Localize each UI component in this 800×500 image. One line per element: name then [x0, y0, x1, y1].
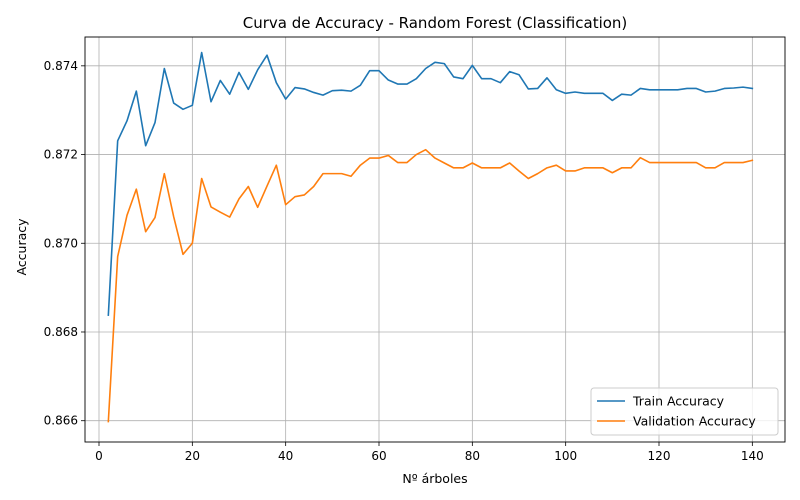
- y-tick-label: 0.872: [44, 148, 78, 162]
- plot-area: [84, 36, 786, 443]
- x-tick-label: 0: [95, 449, 103, 463]
- x-axis-label: Nº árboles: [402, 471, 467, 486]
- y-tick-label: 0.874: [44, 59, 78, 73]
- x-tick-label: 80: [465, 449, 480, 463]
- x-tick-label: 140: [741, 449, 764, 463]
- y-tick-label: 0.868: [44, 325, 78, 339]
- y-tick-label: 0.866: [44, 414, 78, 428]
- y-axis-label: Accuracy: [14, 218, 29, 276]
- legend: Train Accuracy Validation Accuracy: [590, 387, 779, 436]
- legend-label: Validation Accuracy: [633, 414, 756, 429]
- x-tick-label: 100: [554, 449, 577, 463]
- series-line-validation-accuracy: [107, 148, 754, 423]
- x-axis: 0 20 40 60 80 100 120 140: [95, 442, 764, 463]
- x-tick-label: 20: [185, 449, 200, 463]
- plot-frame: [84, 36, 786, 443]
- x-tick-label: 40: [278, 449, 293, 463]
- y-tick-label: 0.870: [44, 236, 78, 250]
- y-axis: 0.866 0.868 0.870 0.872 0.874: [44, 59, 85, 428]
- x-tick-label: 60: [371, 449, 386, 463]
- series-lines: [107, 51, 754, 423]
- chart-title: Curva de Accuracy - Random Forest (Class…: [243, 14, 628, 32]
- legend-label: Train Accuracy: [632, 394, 725, 409]
- x-tick-label: 120: [648, 449, 671, 463]
- series-line-train-accuracy: [107, 51, 754, 316]
- legend-box: [590, 387, 779, 436]
